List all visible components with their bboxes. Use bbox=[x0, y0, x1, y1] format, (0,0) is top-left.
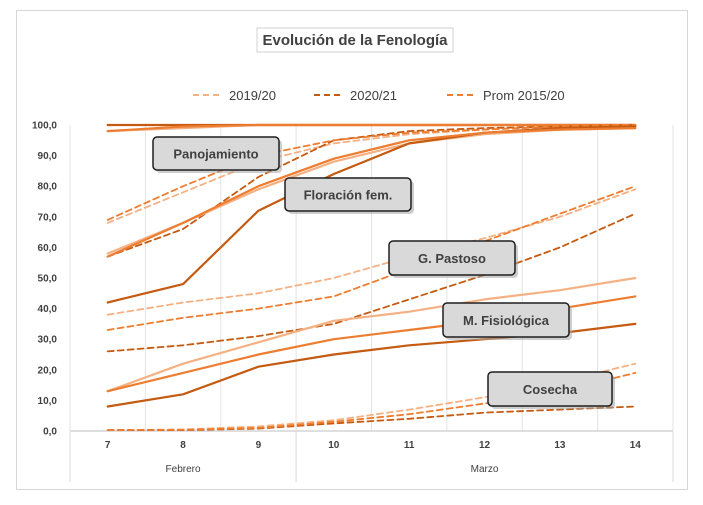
y-tick-label: 60,0 bbox=[38, 243, 58, 254]
series-line bbox=[106, 212, 637, 353]
chart-svg: Evolución de la Fenología 2019/20 2020/21… bbox=[32, 27, 674, 482]
y-tick-label: 40,0 bbox=[38, 304, 58, 315]
annotation-box bbox=[388, 240, 516, 276]
annotation-box bbox=[442, 302, 570, 338]
annotation-box bbox=[487, 371, 613, 407]
series-line bbox=[106, 185, 637, 331]
y-tick-label: 70,0 bbox=[38, 212, 58, 223]
chart-annotations: Panojamiento Floración fem. G. Pastoso M. F… bbox=[152, 136, 615, 409]
series-line bbox=[106, 124, 637, 221]
series-line bbox=[106, 126, 637, 258]
annotation-label: Cosecha bbox=[523, 382, 578, 397]
chart-frame: Evolución de la Fenología 2019/20 2020/21… bbox=[16, 10, 688, 490]
annotation-label: Panojamiento bbox=[173, 147, 258, 162]
chart-title-frame bbox=[256, 27, 454, 53]
y-tick-label: 20,0 bbox=[38, 365, 58, 376]
x-tick-label: 13 bbox=[554, 440, 566, 451]
chart-title-box: Evolución de la Fenología bbox=[256, 27, 454, 53]
legend-label: 2020/21 bbox=[350, 88, 397, 103]
y-tick-label: 50,0 bbox=[38, 274, 58, 285]
x-tick-label: 12 bbox=[479, 440, 491, 451]
chart-legend: 2019/20 2020/21 Prom 2015/20 bbox=[193, 88, 565, 103]
month-group-label: Marzo bbox=[471, 464, 499, 475]
series-line bbox=[106, 405, 637, 432]
y-tick-label: 10,0 bbox=[38, 396, 58, 407]
x-tick-label: 10 bbox=[328, 440, 340, 451]
series-line bbox=[106, 276, 637, 393]
chart-title: Evolución de la Fenología bbox=[262, 32, 448, 49]
annotation-label: Floración fem. bbox=[304, 188, 393, 203]
annotation-label: M. Fisiológica bbox=[463, 313, 550, 328]
annotation-label: G. Pastoso bbox=[418, 251, 486, 266]
series-line bbox=[106, 123, 637, 133]
y-tick-label: 30,0 bbox=[38, 335, 58, 346]
y-tick-label: 90,0 bbox=[38, 151, 58, 162]
month-group-label: Febrero bbox=[166, 464, 201, 475]
x-tick-label: 9 bbox=[256, 440, 262, 451]
y-tick-label: 100,0 bbox=[32, 121, 57, 132]
y-tick-label: 80,0 bbox=[38, 182, 58, 193]
series-line bbox=[106, 188, 637, 316]
x-tick-label: 7 bbox=[105, 440, 111, 451]
x-tick-label: 11 bbox=[404, 440, 415, 451]
chart-axes: 0,0 10,0 20,0 30,0 40,0 50,0 60,0 70,0 80,0 90,0 1… bbox=[32, 121, 674, 482]
x-tick-label: 14 bbox=[630, 440, 642, 451]
legend-label: Prom 2015/20 bbox=[483, 88, 565, 103]
annotation-box bbox=[284, 177, 412, 212]
chart-series bbox=[106, 123, 637, 432]
y-tick-label: 0,0 bbox=[43, 427, 57, 438]
x-tick-label: 8 bbox=[180, 440, 186, 451]
legend-label: 2019/20 bbox=[229, 88, 276, 103]
series-line bbox=[106, 125, 637, 304]
annotation-box bbox=[152, 136, 280, 171]
